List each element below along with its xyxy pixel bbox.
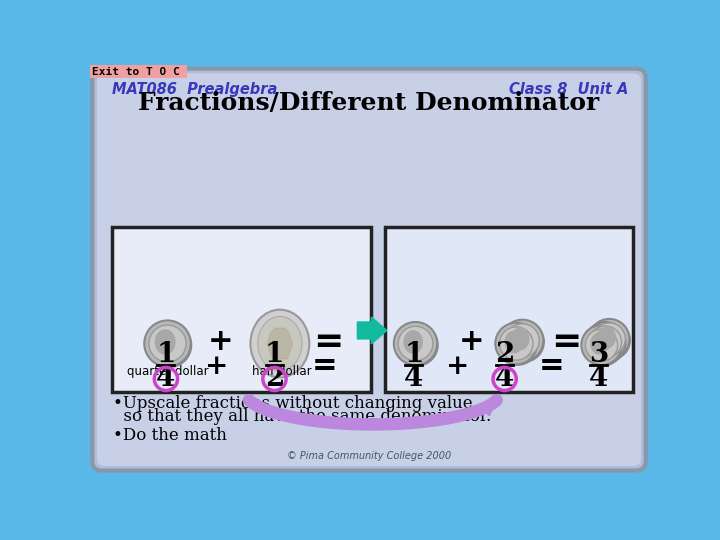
- Text: Fractions/Different Denominator: Fractions/Different Denominator: [138, 91, 600, 116]
- Text: •Do the math: •Do the math: [113, 428, 227, 444]
- Text: +: +: [446, 353, 470, 380]
- Ellipse shape: [500, 327, 533, 360]
- Text: =: =: [551, 325, 581, 359]
- Text: half dollar: half dollar: [253, 364, 312, 378]
- Text: =: =: [312, 351, 338, 382]
- Ellipse shape: [505, 324, 539, 357]
- Text: +: +: [459, 327, 484, 356]
- Text: 4: 4: [589, 366, 608, 393]
- Ellipse shape: [149, 325, 186, 362]
- Text: 3: 3: [589, 341, 608, 368]
- FancyBboxPatch shape: [97, 73, 641, 466]
- FancyBboxPatch shape: [90, 65, 187, 78]
- Ellipse shape: [581, 325, 621, 365]
- Ellipse shape: [590, 320, 631, 361]
- Text: 1: 1: [404, 341, 423, 368]
- Ellipse shape: [598, 326, 616, 348]
- Ellipse shape: [594, 329, 612, 352]
- FancyArrow shape: [357, 317, 387, 344]
- Ellipse shape: [258, 316, 302, 370]
- Ellipse shape: [403, 330, 423, 354]
- Text: MAT086  Prealgebra: MAT086 Prealgebra: [112, 82, 277, 97]
- Text: © Pima Community College 2000: © Pima Community College 2000: [287, 451, 451, 461]
- Ellipse shape: [593, 323, 626, 355]
- Text: •Upscale fractions without changing value: •Upscale fractions without changing valu…: [113, 395, 473, 412]
- Text: 4: 4: [156, 366, 176, 393]
- FancyBboxPatch shape: [92, 69, 646, 470]
- Ellipse shape: [497, 325, 539, 366]
- FancyBboxPatch shape: [384, 226, 632, 392]
- Ellipse shape: [585, 329, 618, 361]
- Ellipse shape: [510, 327, 529, 350]
- Ellipse shape: [585, 322, 626, 362]
- Ellipse shape: [502, 320, 544, 361]
- Polygon shape: [267, 328, 292, 359]
- Ellipse shape: [251, 309, 310, 377]
- Text: 4: 4: [405, 366, 423, 393]
- Text: 2: 2: [265, 366, 284, 393]
- Ellipse shape: [145, 322, 192, 368]
- Ellipse shape: [503, 321, 545, 363]
- Ellipse shape: [144, 320, 191, 367]
- Text: Class 8  Unit A: Class 8 Unit A: [509, 82, 629, 97]
- Text: Exit to T O C: Exit to T O C: [92, 67, 180, 77]
- FancyBboxPatch shape: [112, 226, 372, 392]
- Text: 1: 1: [156, 341, 176, 368]
- Text: quarter dollar: quarter dollar: [127, 364, 208, 378]
- Ellipse shape: [505, 330, 523, 354]
- Ellipse shape: [583, 327, 624, 367]
- Ellipse shape: [155, 329, 176, 355]
- Text: +: +: [204, 353, 228, 380]
- Ellipse shape: [495, 323, 537, 364]
- Ellipse shape: [589, 326, 621, 358]
- Ellipse shape: [590, 333, 608, 355]
- Text: =: =: [539, 351, 564, 382]
- Text: +: +: [207, 327, 233, 356]
- Ellipse shape: [394, 322, 437, 365]
- Ellipse shape: [589, 319, 629, 359]
- Text: so that they all have the same denominator.: so that they all have the same denominat…: [113, 408, 492, 425]
- Ellipse shape: [395, 323, 438, 367]
- Ellipse shape: [398, 326, 433, 361]
- Ellipse shape: [587, 323, 627, 363]
- Text: =: =: [313, 325, 344, 359]
- Text: 4: 4: [495, 366, 514, 393]
- Text: 1: 1: [265, 341, 284, 368]
- Text: 2: 2: [495, 341, 514, 368]
